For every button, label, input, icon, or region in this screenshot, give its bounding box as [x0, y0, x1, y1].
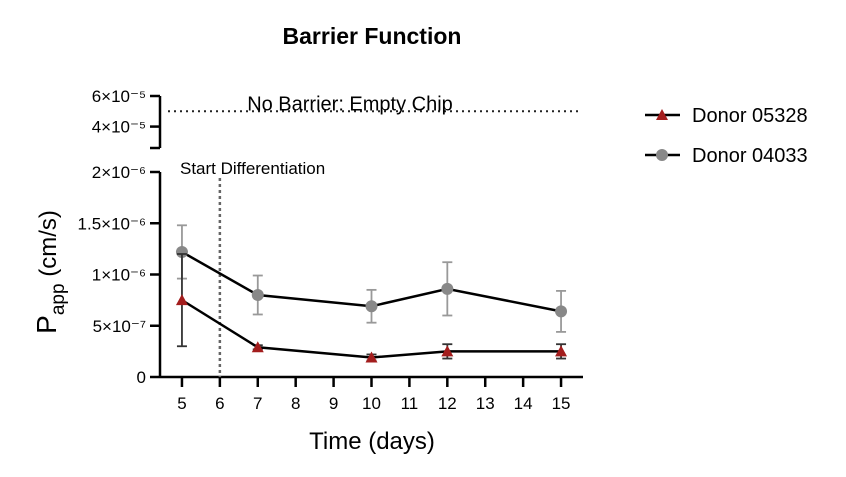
x-tick-label: 9 [329, 394, 338, 413]
y-axis-label: Papp (cm/s) [31, 210, 69, 334]
x-tick-label: 14 [514, 394, 533, 413]
data-point [175, 245, 188, 258]
data-point [175, 294, 188, 306]
reference-line-label: No Barrier: Empty Chip [247, 93, 453, 115]
data-point [251, 289, 264, 301]
data-point [441, 345, 454, 357]
legend-marker [656, 149, 668, 161]
legend-label: Donor 05328 [692, 105, 808, 127]
series-donor-05328 [175, 253, 568, 363]
series-donor-04033 [175, 224, 568, 333]
y-tick-label: 4×10⁻⁵ [92, 118, 146, 137]
legend-label: Donor 04033 [692, 145, 808, 167]
y-tick-label: 1.5×10⁻⁶ [78, 214, 146, 233]
legend-marker [656, 109, 668, 120]
x-tick-label: 12 [438, 394, 457, 413]
x-tick-label: 13 [476, 394, 495, 413]
x-tick-label: 11 [401, 394, 419, 413]
x-tick-label: 15 [552, 394, 571, 413]
x-tick-label: 6 [215, 394, 224, 413]
start-differentiation-label: Start Differentiation [180, 159, 325, 178]
y-axis-label-unit: (cm/s) [35, 210, 62, 283]
axes: 0 5×10⁻⁷ 1×10⁻⁶ 1.5×10⁻⁶ 2×10⁻⁶ 4×10⁻⁵ 6×10⁻⁵ 5… [78, 87, 583, 413]
x-tick-label: 8 [291, 394, 300, 413]
legend-entry: Donor 05328 [645, 105, 808, 127]
data-point [555, 345, 568, 357]
x-axis-label: Time (days) [309, 428, 435, 455]
x-tick-label: 7 [253, 394, 262, 413]
x-tick-label: 5 [177, 394, 186, 413]
y-tick-label: 1×10⁻⁶ [92, 266, 146, 285]
y-axis-label-group: Papp (cm/s) [31, 210, 69, 334]
x-tick-label: 10 [362, 394, 381, 413]
legend-entry: Donor 04033 [645, 145, 808, 167]
y-axis-label-main: P [31, 315, 62, 334]
y-tick-label: 0 [137, 368, 146, 387]
data-point [251, 341, 264, 353]
data-point [365, 351, 378, 363]
y-tick-label: 5×10⁻⁷ [93, 317, 146, 336]
data-point [365, 300, 378, 313]
y-axis-label-sub: app [48, 283, 69, 315]
y-tick-label: 2×10⁻⁶ [92, 163, 146, 182]
y-tick-label: 6×10⁻⁵ [92, 87, 146, 106]
legend: Donor 05328 Donor 04033 [645, 105, 808, 167]
data-point [555, 305, 568, 318]
chart-title: Barrier Function [283, 23, 462, 49]
series-layer [175, 224, 568, 363]
annotations: No Barrier: Empty Chip Start Differentiat… [168, 93, 578, 377]
data-point [441, 282, 454, 295]
